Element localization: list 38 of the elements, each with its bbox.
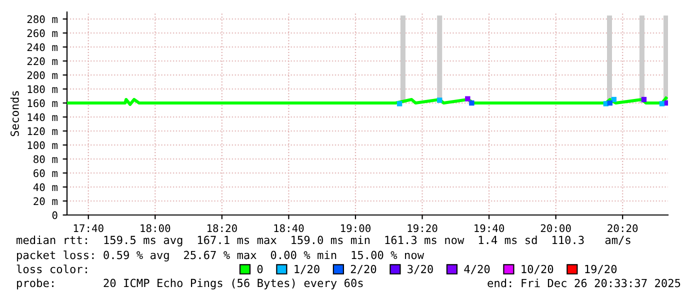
x-tick-label: 19:40	[474, 224, 504, 232]
legend-label: 4/20	[464, 264, 490, 274]
y-tick-label: 140 m	[28, 113, 58, 122]
text: end: Fri Dec 26 20:33:37 2025	[488, 278, 680, 288]
y-tick-label: 80 m	[34, 155, 58, 164]
line-series	[67, 96, 668, 106]
y-tick-label: 180 m	[28, 85, 58, 94]
legend-label: 1/20	[294, 264, 320, 274]
y-tick-label: 60 m	[34, 169, 58, 178]
x-tick-label: 19:20	[408, 224, 438, 232]
y-tick-label: 240 m	[27, 43, 58, 52]
x-tick-label: 18:20	[208, 224, 237, 232]
legend-title: loss color:	[16, 264, 87, 274]
legend-label: 19/20	[585, 264, 617, 274]
x-tick-label: 18:00	[140, 224, 170, 232]
y-tick-label: 20 m	[34, 197, 58, 206]
y-tick-label: 260 m	[27, 29, 58, 38]
y-tick-label: 280 m	[27, 15, 58, 24]
x-tick-label: 18:40	[274, 224, 304, 232]
x-tick-label: 20:00	[540, 224, 571, 232]
text: packet loss: 0.59 % avg 25.67 % max 0.00 % min 15.00 % now	[17, 250, 424, 262]
y-tick-label: 40 m	[33, 183, 58, 192]
legend-label: 3/20	[408, 264, 433, 274]
text: probe: 20 ICMP Echo Pings (56 Bytes) every 60s	[17, 278, 363, 290]
y-axis-title: Seconds	[10, 91, 19, 136]
x-tick-label: 19:00	[341, 224, 370, 232]
legend-label: 10/20	[522, 264, 554, 274]
y-tick-label: 160 m	[28, 99, 58, 108]
legend-label: 2/20	[350, 264, 376, 274]
legend-label: 0	[257, 264, 263, 274]
y-tick-label: 120 m	[28, 127, 58, 136]
y-tick-label: 220 m	[27, 57, 58, 66]
y-tick-label: 100 m	[28, 141, 58, 150]
x-tick-label: 17:40	[74, 224, 104, 232]
text: median rtt: 159.5 ms avg 167.1 ms max 159.0 ms min 161.3 ms now 1.4 ms sd 110.3 am/s	[16, 236, 630, 246]
y-tick-label: 0	[52, 211, 58, 220]
y-tick-label: 200 m	[27, 71, 58, 80]
x-tick-label: 20:20	[608, 224, 638, 232]
